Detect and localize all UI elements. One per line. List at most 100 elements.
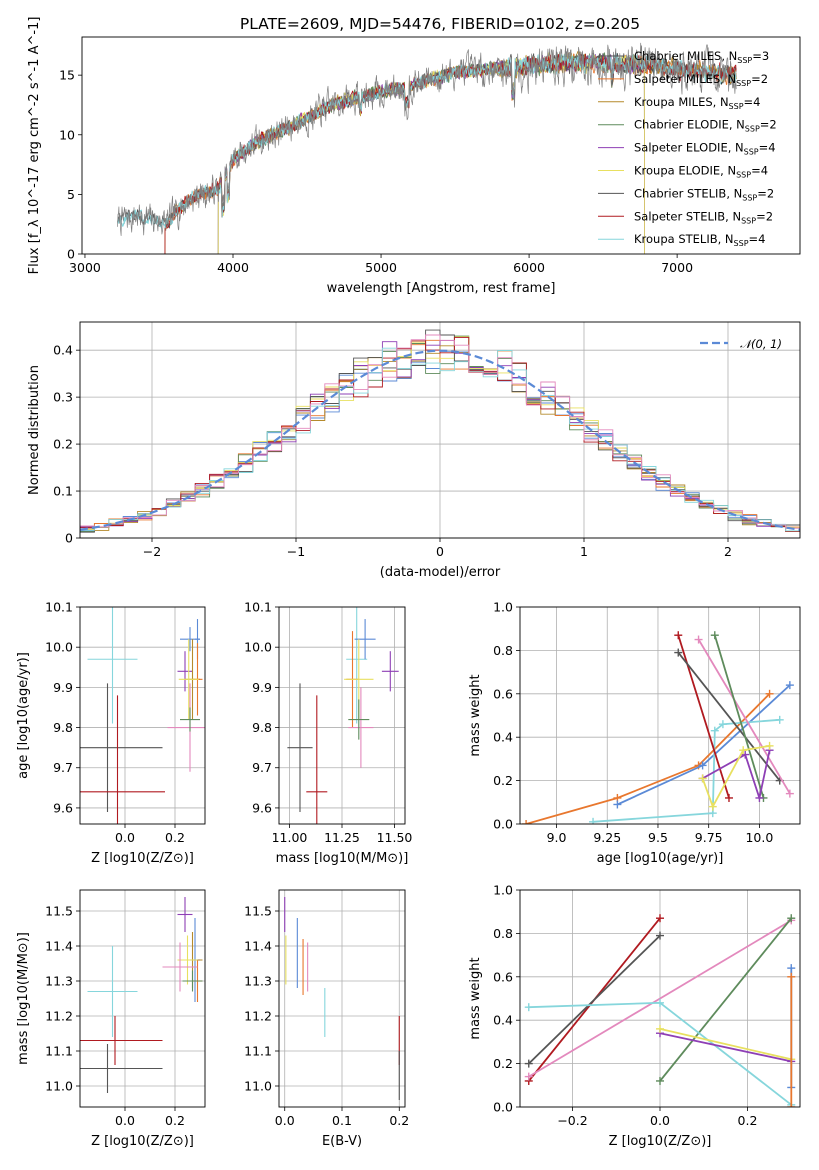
plot-area [287, 607, 399, 824]
axes-frame [278, 606, 406, 825]
x-tick-label: 11.00 [272, 830, 308, 845]
y-tick-label: 10.0 [45, 640, 73, 655]
y-tick-label: 1.0 [493, 883, 513, 898]
series-line [525, 693, 771, 824]
x-axis-label: E(B-V) [322, 1134, 362, 1149]
massweight-series [698, 741, 774, 811]
x-tick-label: 9.25 [593, 830, 621, 845]
plot-area [522, 631, 794, 824]
y-tick-label: 0.3 [53, 390, 73, 405]
series-line [528, 919, 792, 1078]
panel-massweight_vs_age: 9.0 9.25 9.5 9.75 10.0 0.0 0.2 0.4 0.6 0.8 1.0 age … [468, 600, 801, 866]
y-tick-label: 0.6 [493, 686, 513, 701]
residual-histogram [80, 336, 800, 531]
grid [279, 606, 405, 824]
panel-massweight_vs_Z: −0.2 0.0 0.2 0.0 0.2 0.4 0.6 0.8 1.0 Z [log10(Z/Z… [468, 883, 801, 1149]
x-axis-label: Z [log10(Z/Z⊙)] [91, 851, 194, 866]
series-line [659, 1032, 792, 1063]
errorbar-point [348, 687, 374, 768]
x-tick-label: 2 [724, 544, 732, 559]
legend-entry: Kroupa STELIB, NSSP=4 [634, 232, 765, 248]
x-tick-label: 0.0 [650, 1113, 670, 1128]
y-tick-label: 11.0 [244, 1079, 272, 1094]
series-line [713, 634, 765, 799]
legend-entry: Chabrier ELODIE, NSSP=2 [634, 118, 777, 134]
panel-age_vs_Z: 0.0 0.2 9.6 9.7 9.8 9.9 10.0 10.1 Z [log10(Z/Z⊙)… [16, 600, 206, 866]
axes-frame [79, 606, 206, 825]
errorbar-point [306, 695, 328, 824]
errorbar-point [287, 683, 313, 812]
x-tick-label: −1 [287, 544, 305, 559]
y-tick-label: 9.7 [53, 760, 73, 775]
x-axis-label: (data-model)/error [380, 565, 501, 580]
y-tick-label: 1.0 [493, 600, 513, 615]
x-axis-label: Z [log10(Z/Z⊙)] [609, 1134, 712, 1149]
errorbar-point [87, 946, 138, 1037]
y-tick-label: 0.4 [493, 1013, 513, 1028]
series-line [659, 1028, 792, 1061]
y-tick-label: 0 [67, 247, 75, 262]
errorbar-point [177, 897, 193, 932]
massweight-series [613, 681, 794, 809]
y-tick-label: 11.4 [244, 939, 272, 954]
errorbar-point [177, 651, 193, 692]
y-tick-label: 11.2 [244, 1009, 272, 1024]
y-tick-label: 11.5 [244, 904, 272, 919]
y-tick-label: 10.1 [244, 600, 272, 615]
massweight-series [674, 648, 784, 785]
legend-entry: Kroupa MILES, NSSP=4 [634, 95, 760, 111]
y-tick-label: 9.9 [53, 680, 73, 695]
y-tick-label: 0.8 [493, 643, 513, 658]
x-tick-label: 9.0 [547, 830, 567, 845]
x-axis-label: age [log10(age/yr)] [597, 851, 724, 866]
errorbar-point [180, 707, 200, 732]
x-tick-label: 5000 [365, 260, 397, 275]
y-tick-label: 0.8 [493, 926, 513, 941]
x-tick-label: 0.0 [275, 1113, 295, 1128]
series-line [659, 917, 793, 1082]
legend-entry: Chabrier MILES, NSSP=3 [634, 49, 769, 65]
y-tick-label: 0.2 [53, 437, 73, 452]
x-tick-label: 0.0 [115, 1113, 135, 1128]
x-tick-label: −0.2 [557, 1113, 587, 1128]
errorbar-point [162, 942, 198, 992]
residual-histogram [80, 334, 800, 529]
residual-histogram [80, 345, 800, 532]
x-tick-label: 0.1 [332, 1113, 352, 1128]
y-tick-label: 9.6 [53, 800, 73, 815]
residual-histogram [80, 339, 800, 529]
panel-mass_vs_Z: 0.0 0.2 11.0 11.1 11.2 11.3 11.4 11.5 Z [log10(Z… [16, 889, 206, 1149]
x-axis-label: mass [log10(M/M⊙)] [276, 851, 409, 866]
y-tick-label: 0.0 [493, 1100, 513, 1115]
y-tick-label: 0.0 [493, 817, 513, 832]
x-tick-label: 9.75 [695, 830, 723, 845]
x-tick-label: 9.5 [648, 830, 668, 845]
x-axis-label: Z [log10(Z/Z⊙)] [91, 1134, 194, 1149]
plot-area [524, 914, 796, 1107]
x-tick-label: 11.25 [324, 830, 360, 845]
x-tick-label: 0.2 [738, 1113, 758, 1128]
x-tick-label: 10.0 [745, 830, 773, 845]
legend-entry: Salpeter STELIB, NSSP=2 [634, 209, 773, 225]
grid [279, 890, 405, 1107]
series-line [617, 684, 791, 806]
errorbar-point [182, 970, 203, 992]
plot-area [80, 329, 800, 533]
y-tick-label: 5 [67, 187, 75, 202]
x-tick-label: 0 [436, 544, 444, 559]
grid [80, 890, 205, 1107]
y-tick-label: 0.1 [53, 484, 73, 499]
y-tick-label: 10.0 [244, 640, 272, 655]
y-axis-label: mass weight [468, 674, 483, 756]
gaussian-curve [80, 349, 800, 531]
x-tick-label: 6000 [513, 260, 545, 275]
legend: Chabrier MILES, NSSP=3 Salpeter MILES, NS… [598, 49, 777, 248]
errorbar-point [80, 695, 165, 824]
x-tick-label: 4000 [217, 260, 249, 275]
legend: 𝒩(0, 1) [700, 337, 782, 351]
y-tick-label: 9.6 [252, 800, 272, 815]
errorbar-point [87, 607, 138, 724]
y-tick-label: 0 [65, 531, 73, 546]
panel-spectrum: 3000 4000 5000 6000 7000 0 5 10 15 wavelength [An… [27, 17, 801, 296]
series-line [528, 934, 661, 1065]
